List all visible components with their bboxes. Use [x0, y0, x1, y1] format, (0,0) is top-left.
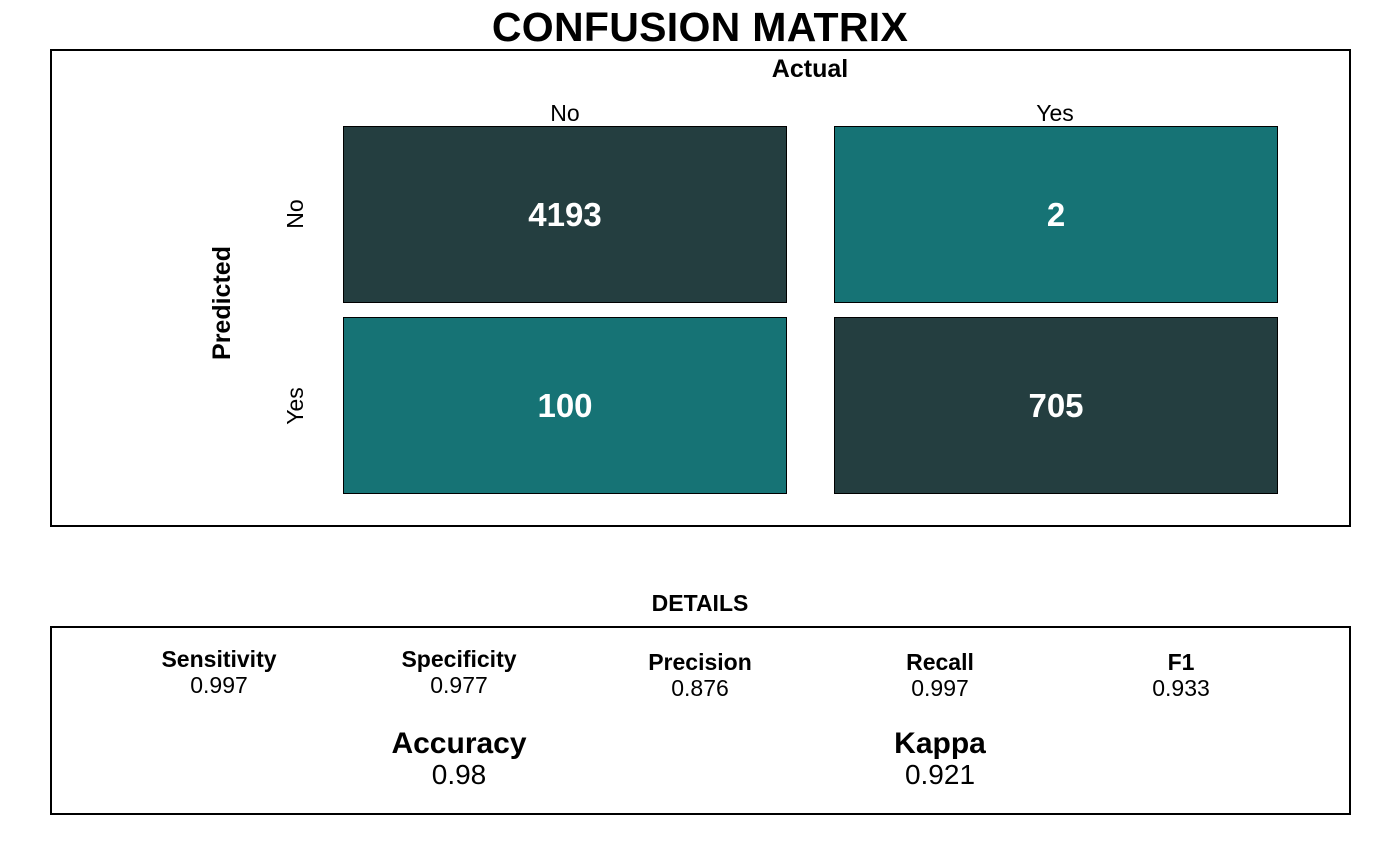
- matrix-cell-predicted-yes-actual-yes: 705: [834, 317, 1278, 494]
- metric-label: Accuracy: [391, 727, 527, 760]
- metric-value: 0.876: [671, 675, 729, 701]
- matrix-cell-predicted-no-actual-no: 4193: [343, 126, 787, 303]
- metric-f1: F1 0.933: [1061, 649, 1301, 701]
- cell-value-label: 2: [1046, 195, 1066, 233]
- metric-label: Kappa: [894, 727, 986, 760]
- matrix-cell-predicted-no-actual-yes: 2: [834, 126, 1278, 303]
- metric-label: F1: [1167, 649, 1195, 675]
- cell-value-label: 100: [537, 386, 593, 424]
- matrix-cell-predicted-yes-actual-no: 100: [343, 317, 787, 494]
- metric-precision: Precision 0.876: [580, 649, 820, 701]
- metric-kappa: Kappa 0.921: [790, 728, 1090, 790]
- metric-label: Specificity: [401, 646, 517, 672]
- x-axis-title: Actual: [771, 55, 849, 83]
- y-axis-title: Predicted: [208, 246, 236, 360]
- metric-label: Recall: [906, 649, 974, 675]
- metric-label: Sensitivity: [161, 646, 277, 672]
- x-tick-label-no: No: [550, 100, 580, 126]
- details-title: DETAILS: [651, 590, 749, 616]
- metric-value: 0.921: [904, 759, 976, 790]
- metric-recall: Recall 0.997: [820, 649, 1060, 701]
- metric-value: 0.997: [911, 675, 969, 701]
- metric-label: Precision: [648, 649, 752, 675]
- cell-value-label: 4193: [528, 195, 602, 233]
- x-tick-label-yes: Yes: [1036, 100, 1074, 126]
- y-tick-label-yes: Yes: [282, 387, 308, 425]
- metric-sensitivity: Sensitivity 0.997: [99, 646, 339, 698]
- metric-value: 0.997: [190, 672, 248, 698]
- metric-value: 0.98: [431, 759, 487, 790]
- details-panel: [50, 626, 1351, 815]
- metric-specificity: Specificity 0.977: [339, 646, 579, 698]
- metric-value: 0.977: [430, 672, 488, 698]
- metric-accuracy: Accuracy 0.98: [309, 728, 609, 790]
- metric-value: 0.933: [1152, 675, 1210, 701]
- cell-value-label: 705: [1028, 386, 1084, 424]
- y-tick-label-no: No: [282, 199, 308, 229]
- chart-title: CONFUSION MATRIX: [491, 4, 909, 50]
